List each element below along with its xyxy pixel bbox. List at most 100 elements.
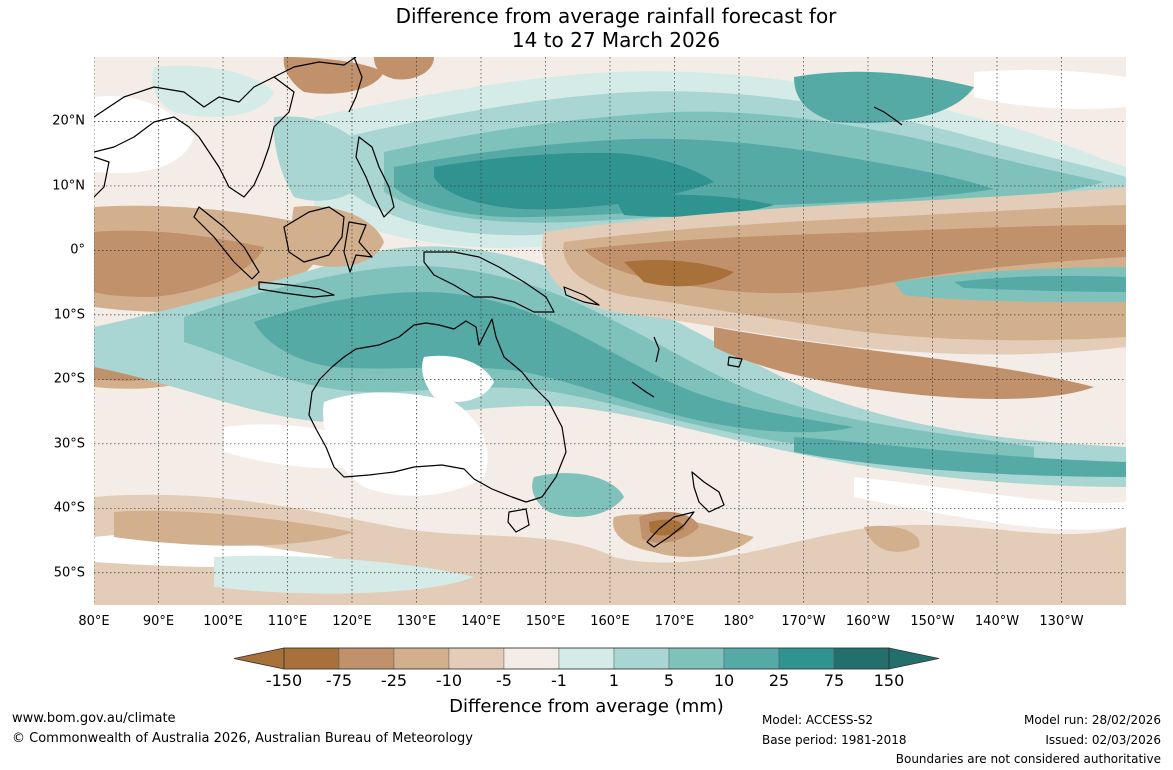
colorbar-tick-label: 5	[663, 671, 675, 690]
colorbar-outline	[283, 647, 890, 670]
longitude-label: 160°E	[590, 614, 630, 629]
ne-wet-patch	[794, 71, 974, 124]
rainfall-map	[94, 57, 1126, 605]
longitude-label: 90°E	[142, 614, 175, 629]
south-dry-patch-2	[864, 525, 920, 552]
japan-coast	[348, 57, 363, 113]
colorbar-tick-label: -75	[325, 671, 353, 690]
latitude-label: 50°S	[53, 565, 85, 581]
java-coast	[258, 281, 335, 298]
longitude-label: 150°W	[910, 614, 955, 629]
latitude-label: 10°N	[52, 178, 85, 194]
sc-sea-wet	[273, 116, 374, 201]
borneo-coast	[283, 206, 345, 263]
new-caledonia-coast	[631, 381, 655, 398]
latitude-label: 0°	[70, 242, 85, 258]
longitude-label: 150°E	[525, 614, 566, 629]
colorbar-segment	[613, 647, 670, 670]
colorbar-segment	[778, 647, 835, 670]
latitude-label: 20°S	[53, 371, 85, 387]
longitude-label: 110°E	[267, 614, 308, 629]
longitude-label: 140°E	[461, 614, 501, 629]
se-asia-coast	[94, 76, 295, 198]
longitude-label: 100°E	[203, 614, 243, 629]
graticule	[94, 57, 1126, 605]
philippines-coast	[355, 136, 395, 218]
longitude-label: 170°W	[781, 614, 826, 629]
copyright-text: © Commonwealth of Australia 2026, Austra…	[12, 731, 473, 746]
longitude-label: 180°	[723, 614, 755, 629]
west-dry-south	[114, 510, 354, 546]
wet-band-strong	[254, 292, 854, 433]
sumatra-coast	[193, 206, 260, 280]
colorbar-tick-label: -10	[435, 671, 463, 690]
colorbar-segment	[503, 647, 560, 670]
boundary-disclaimer: Boundaries are not considered authoritat…	[895, 752, 1161, 766]
latitude-label: 20°N	[52, 113, 85, 129]
aus-interior-white	[323, 392, 488, 496]
colorbar-segment	[338, 647, 395, 670]
colorbar-tick-label: 75	[823, 671, 845, 690]
map-title: Difference from average rainfall forecas…	[0, 4, 1173, 52]
latitude-label: 10°S	[53, 307, 85, 323]
model-run-date: Model run: 28/02/2026	[1023, 713, 1161, 727]
colorbar-tick-label: -5	[496, 671, 512, 690]
asia-dry	[283, 57, 384, 94]
colorbar-tick-label: 1	[608, 671, 620, 690]
colorbar-tick-label: -25	[380, 671, 408, 690]
borneo-dry	[292, 206, 384, 267]
map-canvas	[94, 57, 1126, 605]
colorbar-extend-high	[888, 647, 940, 670]
solomons-coast	[563, 286, 600, 306]
longitude-label: 140°W	[974, 614, 1020, 629]
website-link[interactable]: www.bom.gov.au/climate	[12, 711, 176, 726]
asia-dry-2	[374, 57, 434, 80]
ne-white-patch	[974, 69, 1126, 109]
colorbar-tick-label: -1	[551, 671, 567, 690]
longitude-label: 130°E	[396, 614, 437, 629]
model-name: Model: ACCESS-S2	[762, 713, 874, 727]
longitude-label: 120°E	[332, 614, 372, 629]
hawaii-coast	[873, 106, 903, 126]
colorbar-segment	[283, 647, 340, 670]
itcz-heavy-2	[614, 194, 774, 217]
colorbar-segment	[448, 647, 505, 670]
title-line-2: 14 to 27 March 2026	[511, 28, 721, 52]
issued-date: Issued: 02/03/2026	[1045, 733, 1161, 747]
colorbar	[233, 647, 940, 670]
nz-north-coast	[691, 471, 725, 513]
fiji-coast	[727, 356, 743, 368]
colorbar-segment	[668, 647, 725, 670]
australia-coast	[308, 318, 567, 503]
colorbar-tick-label: 25	[768, 671, 790, 690]
tasman-wet	[532, 473, 624, 517]
south-wet-1	[214, 555, 474, 594]
eq-dry-strong	[624, 260, 734, 287]
wet-band-strong-2	[794, 437, 1126, 477]
colorbar-title: Difference from average (mm)	[449, 696, 724, 717]
new-guinea-coast	[423, 251, 555, 313]
colorbar-segment	[393, 647, 450, 670]
longitude-label: 80°E	[78, 614, 110, 629]
colorbar-segment	[833, 647, 890, 670]
colorbar-tick-label: 10	[713, 671, 735, 690]
longitude-label: 170°E	[654, 614, 695, 629]
vanuatu-coast	[653, 336, 660, 363]
longitude-label: 160°W	[845, 614, 891, 629]
aus-east-white	[422, 355, 494, 402]
colorbar-tick-label: 150	[873, 671, 905, 690]
colorbar-extend-low	[233, 647, 285, 670]
colorbar-tick-label: -150	[265, 671, 303, 690]
bob-white	[94, 96, 194, 174]
india-coast	[94, 156, 110, 198]
sulawesi-coast	[343, 221, 373, 273]
colorbar-segment	[723, 647, 780, 670]
title-line-1: Difference from average rainfall forecas…	[395, 4, 837, 28]
eq-wet-tongue-core	[954, 275, 1126, 292]
base-period: Base period: 1981-2018	[762, 733, 907, 747]
latitude-label: 40°S	[53, 500, 85, 516]
latitude-label: 30°S	[53, 436, 85, 452]
colorbar-segment	[558, 647, 615, 670]
china-coast	[273, 57, 357, 78]
india-wet	[152, 65, 274, 117]
